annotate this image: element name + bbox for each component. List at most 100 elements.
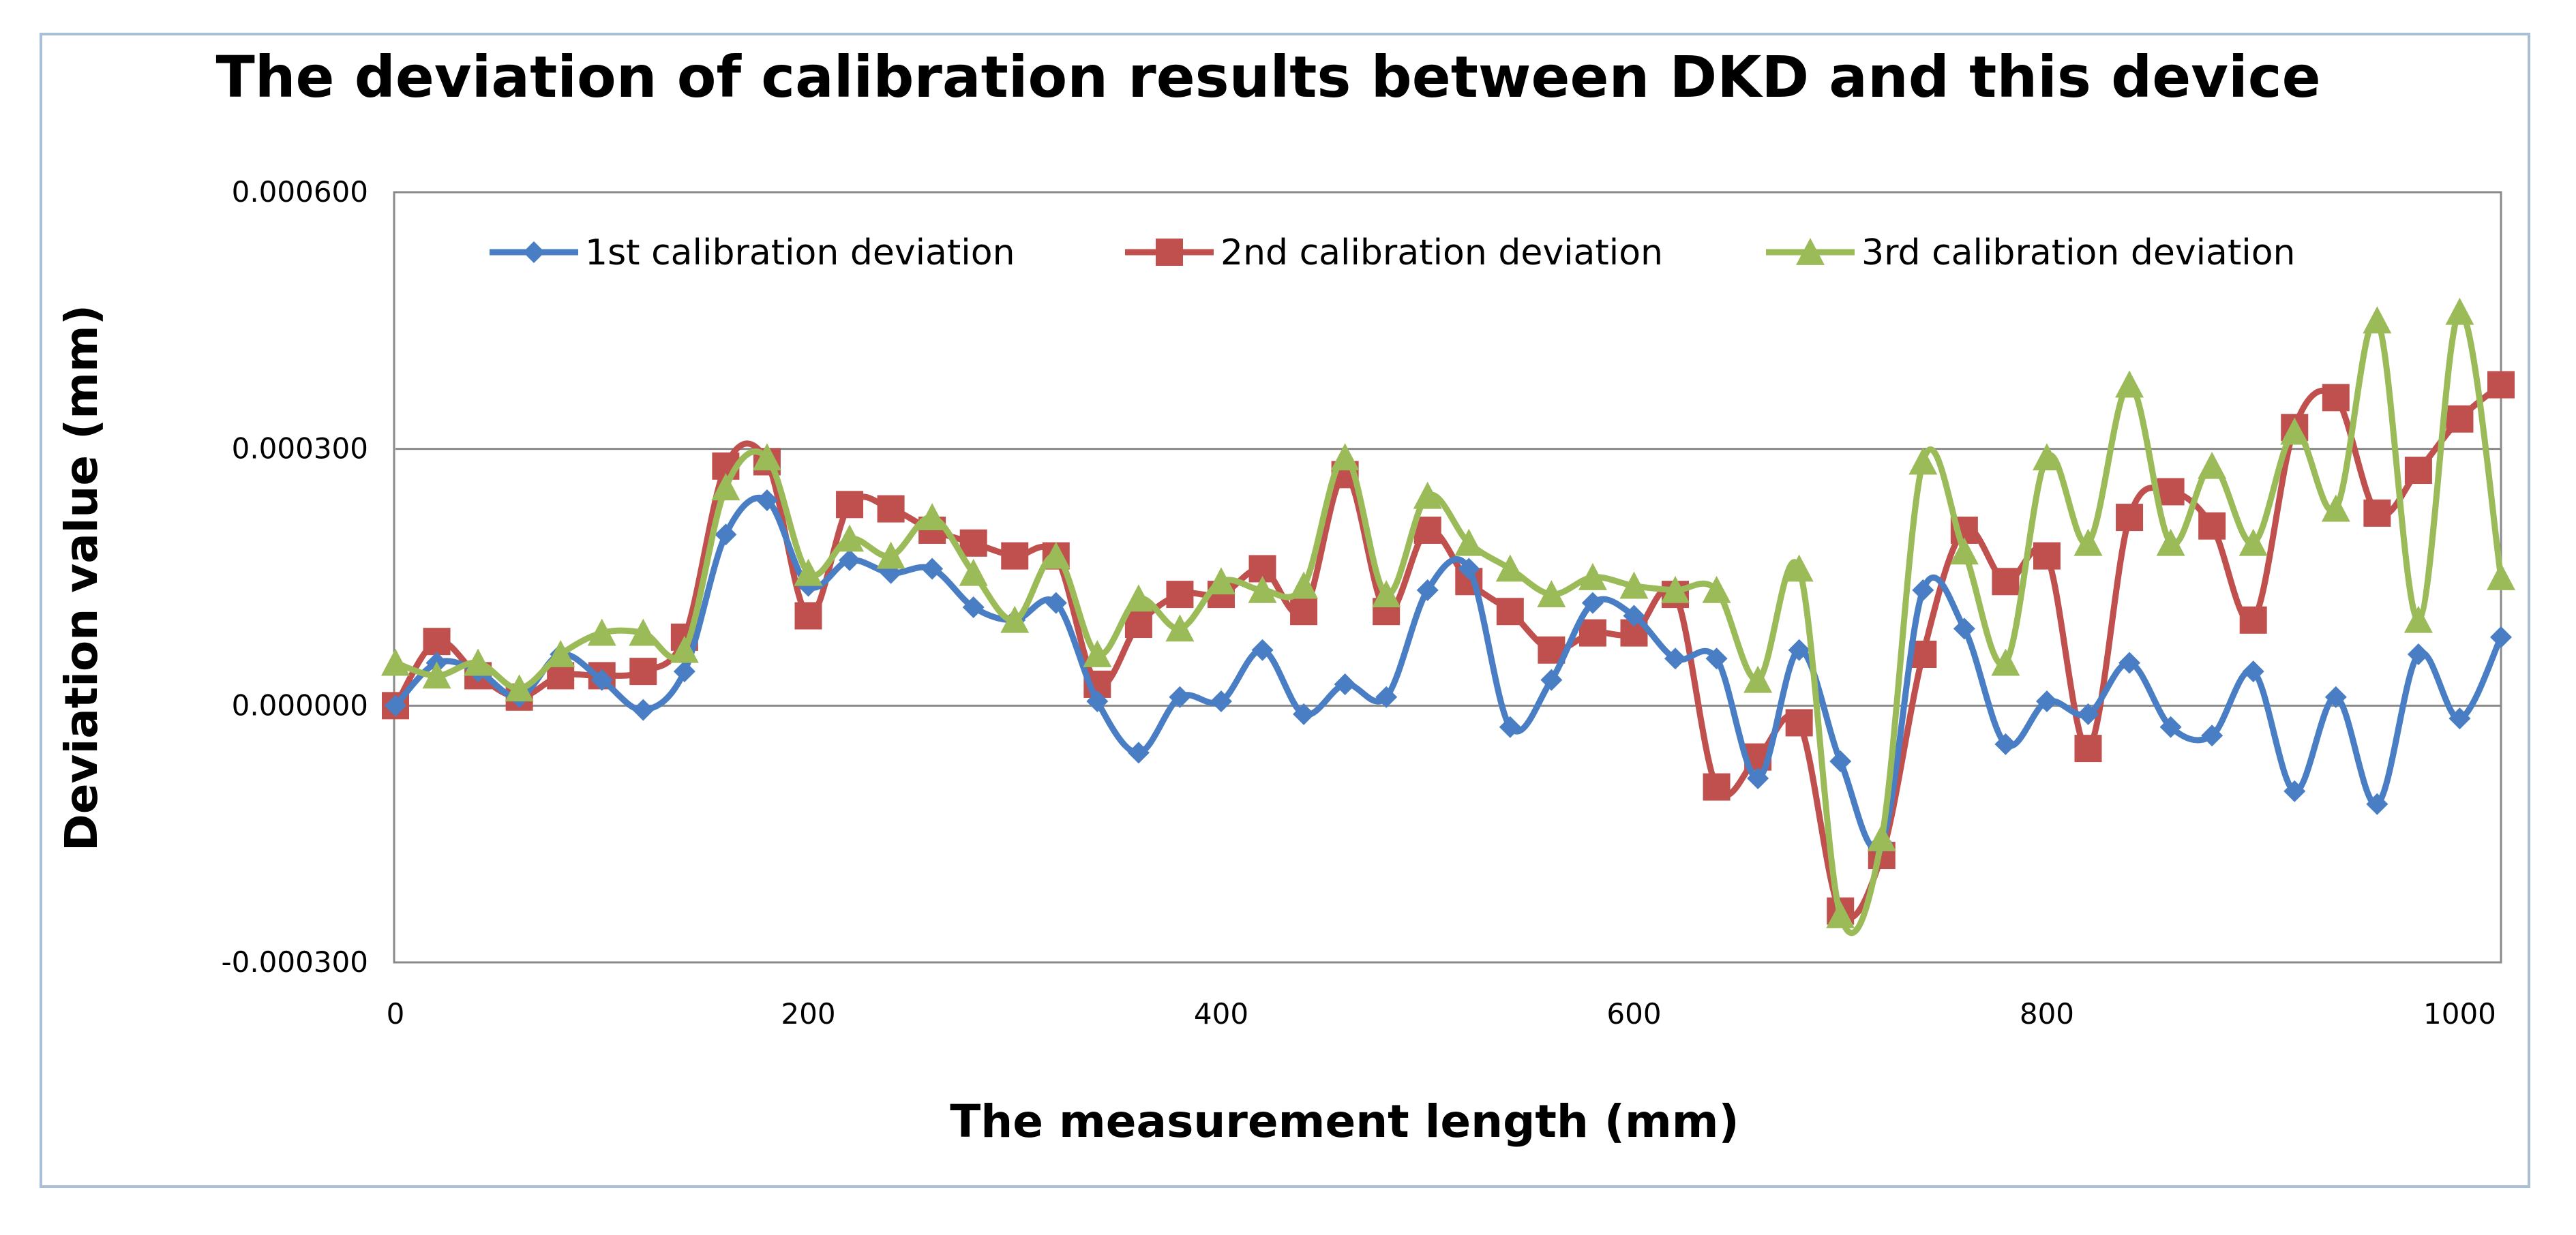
data-point [835,524,865,552]
data-point [2118,652,2141,674]
data-point [2198,512,2226,540]
data-point [1994,733,2017,755]
data-point [2490,626,2512,648]
data-point [1578,619,1606,647]
data-point [1703,773,1731,801]
x-tick-label: 600 [1606,997,1661,1031]
data-point [1661,575,1690,603]
data-point [1705,647,1728,670]
data-point [1293,703,1315,725]
series-3 [381,297,2515,936]
data-point [1086,690,1109,713]
data-point [918,503,947,531]
x-tick-label: 200 [781,997,835,1031]
data-point [1581,592,1604,614]
y-tick-label: 0.000000 [232,688,368,722]
legend-item: 1st calibration deviation [490,232,1015,273]
data-point [1330,443,1360,471]
data-point [2407,643,2429,665]
data-point [2445,297,2474,325]
data-point [794,602,822,630]
data-point [673,660,695,683]
data-point [1416,579,1439,601]
data-point [1413,481,1442,509]
data-point [2321,494,2350,522]
data-point [1458,558,1480,580]
x-axis-title: The measurement length (mm) [950,1095,1739,1148]
x-tick-label: 0 [387,997,405,1031]
data-point [1540,669,1563,691]
legend: 1st calibration deviation 2nd calibration… [490,232,2296,273]
data-point [1289,571,1319,599]
data-point [752,443,781,471]
data-point [2363,306,2392,334]
series-line [394,309,2504,936]
data-point [1747,767,1769,790]
data-point [1124,584,1153,612]
data-point [794,558,823,586]
data-point [1702,575,1731,603]
data-point [2032,443,2061,471]
data-point [1784,554,1814,582]
data-point [1908,447,1938,475]
legend-marker [1156,239,1183,266]
data-point [2487,371,2515,399]
data-point [1496,598,1524,626]
legend-marker [1796,238,1825,265]
data-point [755,489,778,511]
data-point [587,618,616,646]
data-point [1127,742,1150,764]
data-point [505,674,534,702]
data-point [1000,605,1030,633]
series-layer [381,297,2515,936]
data-point [632,699,655,721]
data-point [1372,580,1401,608]
data-point [2448,707,2471,730]
y-tick-label: 0.000600 [232,175,368,209]
data-point [1953,618,1975,640]
data-point [1495,554,1525,582]
x-tick-label: 1000 [2423,997,2496,1031]
data-point [1045,592,1067,614]
data-point [2159,716,2182,738]
data-point [1664,647,1687,670]
data-point [1867,823,1896,851]
legend-item: 2nd calibration deviation [1125,232,1663,273]
data-point [1165,614,1195,642]
x-tick-label: 800 [2020,997,2074,1031]
data-point [2404,457,2432,485]
data-point [1124,611,1152,639]
data-point [2073,528,2103,556]
data-point [2242,660,2264,683]
data-point [962,596,985,618]
legend-label: 2nd calibration deviation [1220,232,1663,273]
data-point [629,618,658,646]
data-point [1169,686,1191,708]
data-point [715,523,737,546]
data-point [1992,568,2020,596]
data-point [836,491,864,519]
data-point [2324,686,2347,708]
data-point [2322,384,2350,412]
data-point [1785,709,1813,737]
series-2 [382,371,2515,925]
data-point [1537,580,1566,608]
legend-label: 1st calibration deviation [585,232,1015,273]
data-point [670,635,699,663]
data-point [546,640,575,667]
data-point [2283,780,2306,802]
data-point [1619,571,1649,599]
data-point [381,648,410,676]
data-point [2487,563,2515,590]
data-point [876,541,905,569]
y-tick-label: 0.000300 [232,432,368,466]
data-point [2280,417,2309,445]
data-point [877,495,905,523]
data-point [1743,665,1773,693]
data-point [2033,542,2061,570]
data-point [1912,579,1934,601]
data-point [2156,528,2185,556]
data-point [2238,528,2268,556]
data-point [1001,542,1029,570]
